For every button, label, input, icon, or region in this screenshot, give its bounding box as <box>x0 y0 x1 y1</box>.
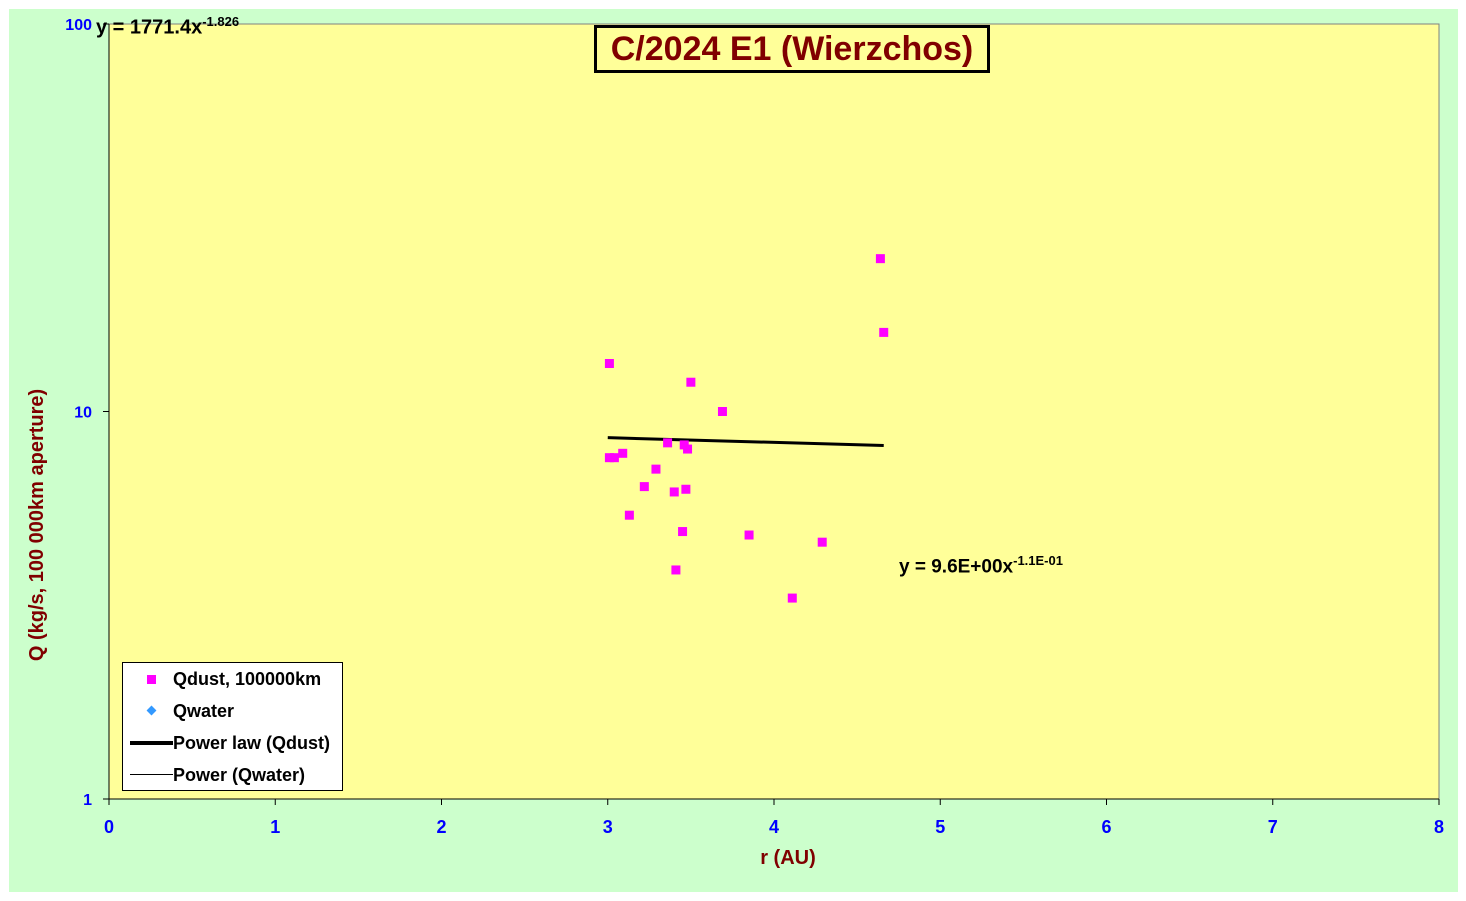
chart-title: C/2024 E1 (Wierzchos) <box>610 29 974 68</box>
legend-label: Qdust, 100000km <box>173 668 322 689</box>
legend-item-qwater: Qwater <box>123 698 234 724</box>
data-point-qdust <box>651 464 661 474</box>
eq-dust-exponent: -1.1E-01 <box>1013 553 1063 568</box>
diamond-marker-icon <box>123 698 173 724</box>
data-point-qdust <box>681 484 691 494</box>
data-point-qdust <box>639 482 649 492</box>
x-tick-label: 1 <box>270 817 280 837</box>
data-point-qdust <box>787 593 797 603</box>
x-tick-label: 2 <box>436 817 446 837</box>
trendline-equation-dust: y = 9.6E+00x-1.1E-01 <box>899 553 1063 578</box>
y-tick-label: 1 <box>83 792 92 809</box>
data-point-qdust <box>683 444 693 454</box>
eq-water-base: y = 1771.4x <box>96 16 203 39</box>
data-point-qdust <box>717 407 727 416</box>
thin-line-icon <box>123 762 173 788</box>
data-point-qdust <box>609 453 619 463</box>
data-point-qdust <box>618 448 628 458</box>
legend-label: Power (Qwater) <box>173 764 306 785</box>
trendline-power-law-qdust <box>607 436 884 448</box>
x-tick-label: 8 <box>1434 817 1444 837</box>
x-axis-label: r (AU) <box>760 847 816 869</box>
legend-label: Power law (Qdust) <box>173 732 331 753</box>
data-point-qdust <box>671 565 681 575</box>
x-tick-label: 5 <box>935 817 945 837</box>
y-tick-label: 10 <box>74 405 92 422</box>
data-point-qdust <box>879 327 889 337</box>
legend-item-power-law-qdust: Power law (Qdust) <box>123 730 330 756</box>
y-axis-label: Q (kg/s, 100 000km aperture) <box>26 389 48 661</box>
trendline-equation-water: y = 1771.4x-1.826 <box>96 14 239 40</box>
data-point-qdust <box>678 527 688 537</box>
data-point-qdust <box>663 438 673 448</box>
x-tick-label: 6 <box>1101 817 1111 837</box>
square-marker-icon <box>123 666 173 692</box>
data-point-qdust <box>669 487 679 497</box>
legend-item-qdust: Qdust, 100000km <box>123 666 321 692</box>
x-tick-label: 3 <box>603 817 613 837</box>
trendlines <box>607 436 884 448</box>
x-tick-label: 0 <box>104 817 114 837</box>
chart-title-box: C/2024 E1 (Wierzchos) <box>594 25 990 73</box>
x-tick-label: 4 <box>769 817 779 837</box>
legend-label: Qwater <box>173 700 235 721</box>
data-point-qdust <box>604 453 614 463</box>
data-point-qdust <box>817 537 827 547</box>
eq-dust-base: y = 9.6E+00x <box>899 556 1014 578</box>
y-tick-label: 100 <box>65 17 92 34</box>
data-point-qdust <box>875 254 885 264</box>
legend: Qdust, 100000km Qwater Power law (Qdust)… <box>122 662 343 791</box>
thick-line-icon <box>123 730 173 756</box>
data-point-qdust <box>744 530 754 540</box>
x-tick-label: 7 <box>1268 817 1278 837</box>
legend-item-power-qwater: Power (Qwater) <box>123 762 305 788</box>
data-point-qdust <box>686 377 696 387</box>
data-point-qdust <box>624 510 634 520</box>
eq-water-exponent: -1.826 <box>202 14 240 29</box>
data-point-qdust <box>604 359 614 369</box>
